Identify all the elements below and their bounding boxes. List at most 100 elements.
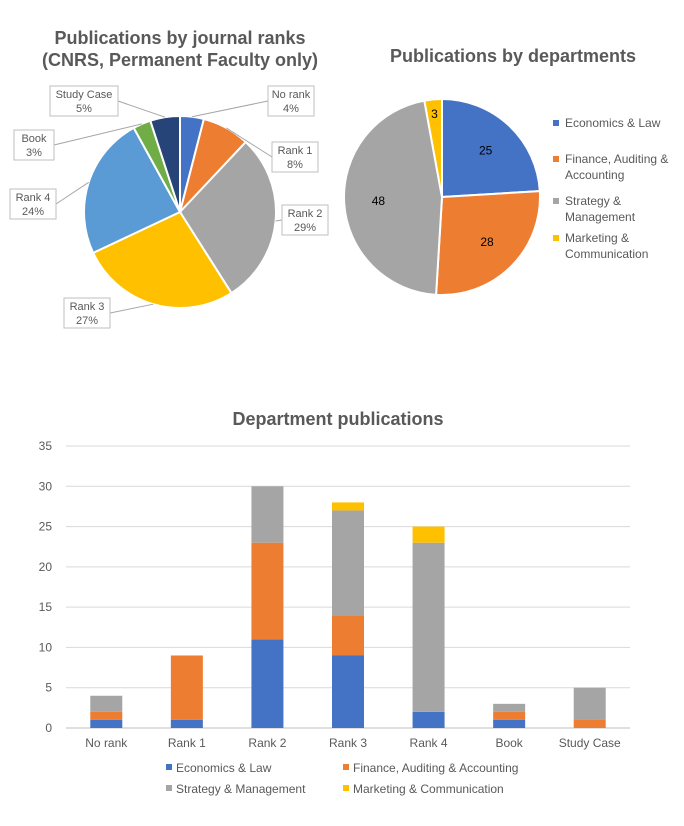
journal-ranks-pie-chart: Publications by journal ranks (CNRS, Per… <box>9 28 329 329</box>
pie2-slice-economics-law <box>441 97 541 199</box>
bar-ytick-20: 20 <box>39 560 53 574</box>
bar-rank-4-economics-law <box>412 711 445 728</box>
bar-xtick-rank-4: Rank 4 <box>410 736 448 750</box>
pie1-label-box-rank-4 <box>9 188 57 220</box>
pie1-label-rank-3: Rank 3 <box>70 301 105 313</box>
pie2-legend-label-marketing-communication: Communication <box>565 247 648 261</box>
pie1-percent-book: 3% <box>26 147 42 159</box>
pie1-leader-rank-2 <box>275 219 283 222</box>
pie1-label-study-case: Study Case <box>56 89 113 101</box>
pie1-label-box-study-case <box>49 85 119 117</box>
pie1-label-box-rank-3 <box>63 297 111 329</box>
bar-rank-3-strategy-management <box>332 510 364 616</box>
pie2-legend-swatch-economics-law <box>553 120 559 126</box>
pie1-label-box-rank-1 <box>271 141 319 173</box>
bar-no-rank-finance-auditing-accounting <box>90 711 123 720</box>
pie2-legend-label-finance-auditing-accounting: Finance, Auditing & <box>565 152 668 166</box>
pie2-slice-marketing-communication <box>423 97 443 198</box>
pie1-percent-rank-4: 24% <box>22 206 44 218</box>
bar-book-economics-law <box>493 719 526 728</box>
bar-legend-swatch-finance-auditing-accounting <box>343 764 349 770</box>
bar-rank-4-marketing-communication <box>412 526 445 543</box>
pie1-label-box-book <box>13 129 55 161</box>
bar-rank-3-marketing-communication <box>332 502 364 511</box>
bar-ytick-10: 10 <box>39 640 53 654</box>
bar-ytick-0: 0 <box>45 721 52 735</box>
pie1-leader-rank-4 <box>55 181 89 205</box>
pie1-percent-no-rank: 4% <box>283 103 299 115</box>
pie2-legend-label-strategy-management: Strategy & <box>565 194 621 208</box>
pie2-legend-swatch-finance-auditing-accounting <box>553 156 559 162</box>
pie1-percent-rank-3: 27% <box>76 315 98 327</box>
pie2-slice-finance-auditing-accounting <box>435 190 541 296</box>
pie1-label-book: Book <box>21 133 47 145</box>
pie1-title-line1: Publications by journal ranks <box>54 28 305 48</box>
pie2-value-marketing-communication: 3 <box>431 107 438 121</box>
pie2-title: Publications by departments <box>390 46 636 66</box>
pie2-legend-label-marketing-communication: Marketing & <box>565 231 629 245</box>
bar-xtick-no-rank: No rank <box>85 736 128 750</box>
bar-ytick-30: 30 <box>39 479 53 493</box>
pie2-value-economics-law: 25 <box>479 144 493 158</box>
pie2-value-finance-auditing-accounting: 28 <box>480 235 494 249</box>
bar-legend-swatch-marketing-communication <box>343 785 349 791</box>
pie1-label-box-rank-2 <box>281 204 329 236</box>
bar-study-case-finance-auditing-accounting <box>573 719 606 728</box>
bar-legend-label-strategy-management: Strategy & Management <box>176 782 306 796</box>
bar-book-finance-auditing-accounting <box>493 711 526 720</box>
bar-ytick-35: 35 <box>39 439 53 453</box>
pie2-legend-label-strategy-management: Management <box>565 210 636 224</box>
pie2-legend-label-finance-auditing-accounting: Accounting <box>565 168 624 182</box>
bar-rank-1-finance-auditing-accounting <box>170 655 203 720</box>
bar-study-case-strategy-management <box>573 687 606 720</box>
bar-legend-swatch-economics-law <box>166 764 172 770</box>
pie1-slice-rank-2 <box>178 140 277 295</box>
bar-rank-2-economics-law <box>251 639 284 728</box>
pie2-value-strategy-management: 48 <box>372 194 386 208</box>
bar-rank-3-economics-law <box>332 655 364 728</box>
pie2-legend-swatch-marketing-communication <box>553 235 559 241</box>
pie2-slice-strategy-management <box>343 99 444 296</box>
bar-rank-2-finance-auditing-accounting <box>251 542 284 640</box>
pie1-percent-rank-2: 29% <box>294 222 316 234</box>
bar-ytick-5: 5 <box>45 681 52 695</box>
bar-title: Department publications <box>232 409 443 429</box>
bar-xtick-book: Book <box>495 736 523 750</box>
pie2-legend-label-economics-law: Economics & Law <box>565 116 661 130</box>
bar-xtick-rank-1: Rank 1 <box>168 736 206 750</box>
pie1-label-rank-1: Rank 1 <box>278 145 313 157</box>
pie1-slice-rank-3 <box>91 210 233 309</box>
pie1-leader-rank-3 <box>109 303 154 314</box>
bar-rank-3-finance-auditing-accounting <box>332 615 364 656</box>
bar-legend-swatch-strategy-management <box>166 785 172 791</box>
bar-legend-label-economics-law: Economics & Law <box>176 761 272 775</box>
pie1-label-box-no-rank <box>267 85 315 117</box>
pie1-label-rank-2: Rank 2 <box>288 208 323 220</box>
bar-book-strategy-management <box>493 703 526 712</box>
bar-xtick-study-case: Study Case <box>559 736 621 750</box>
pie2-legend-swatch-strategy-management <box>553 198 559 204</box>
bar-legend-label-marketing-communication: Marketing & Communication <box>353 782 504 796</box>
bar-no-rank-economics-law <box>90 719 123 728</box>
bar-no-rank-strategy-management <box>90 695 123 712</box>
pie1-leader-rank-1 <box>225 127 273 158</box>
pie1-leader-study-case <box>117 100 166 118</box>
bar-rank-1-economics-law <box>170 719 203 728</box>
department-publications-bar-chart: Department publications 0 5 10 15 20 25 30 35 N… <box>39 409 630 796</box>
pie1-percent-study-case: 5% <box>76 103 92 115</box>
bar-legend-label-finance-auditing-accounting: Finance, Auditing & Accounting <box>353 761 518 775</box>
bar-ytick-15: 15 <box>39 600 53 614</box>
pie1-title-line2: (CNRS, Permanent Faculty only) <box>42 50 318 70</box>
bar-xtick-rank-2: Rank 2 <box>248 736 286 750</box>
pie1-slice-rank-4 <box>83 126 182 255</box>
departments-pie-chart: Publications by departments 25 28 48 3 Econ… <box>343 46 668 296</box>
pie1-percent-rank-1: 8% <box>287 159 303 171</box>
bar-xtick-rank-3: Rank 3 <box>329 736 367 750</box>
bar-ytick-25: 25 <box>39 520 53 534</box>
pie1-label-rank-4: Rank 4 <box>16 192 51 204</box>
bar-rank-4-strategy-management <box>412 542 445 712</box>
pie1-leader-book <box>53 123 142 146</box>
bar-rank-2-strategy-management <box>251 486 284 543</box>
pie1-leader-no-rank <box>191 100 269 118</box>
